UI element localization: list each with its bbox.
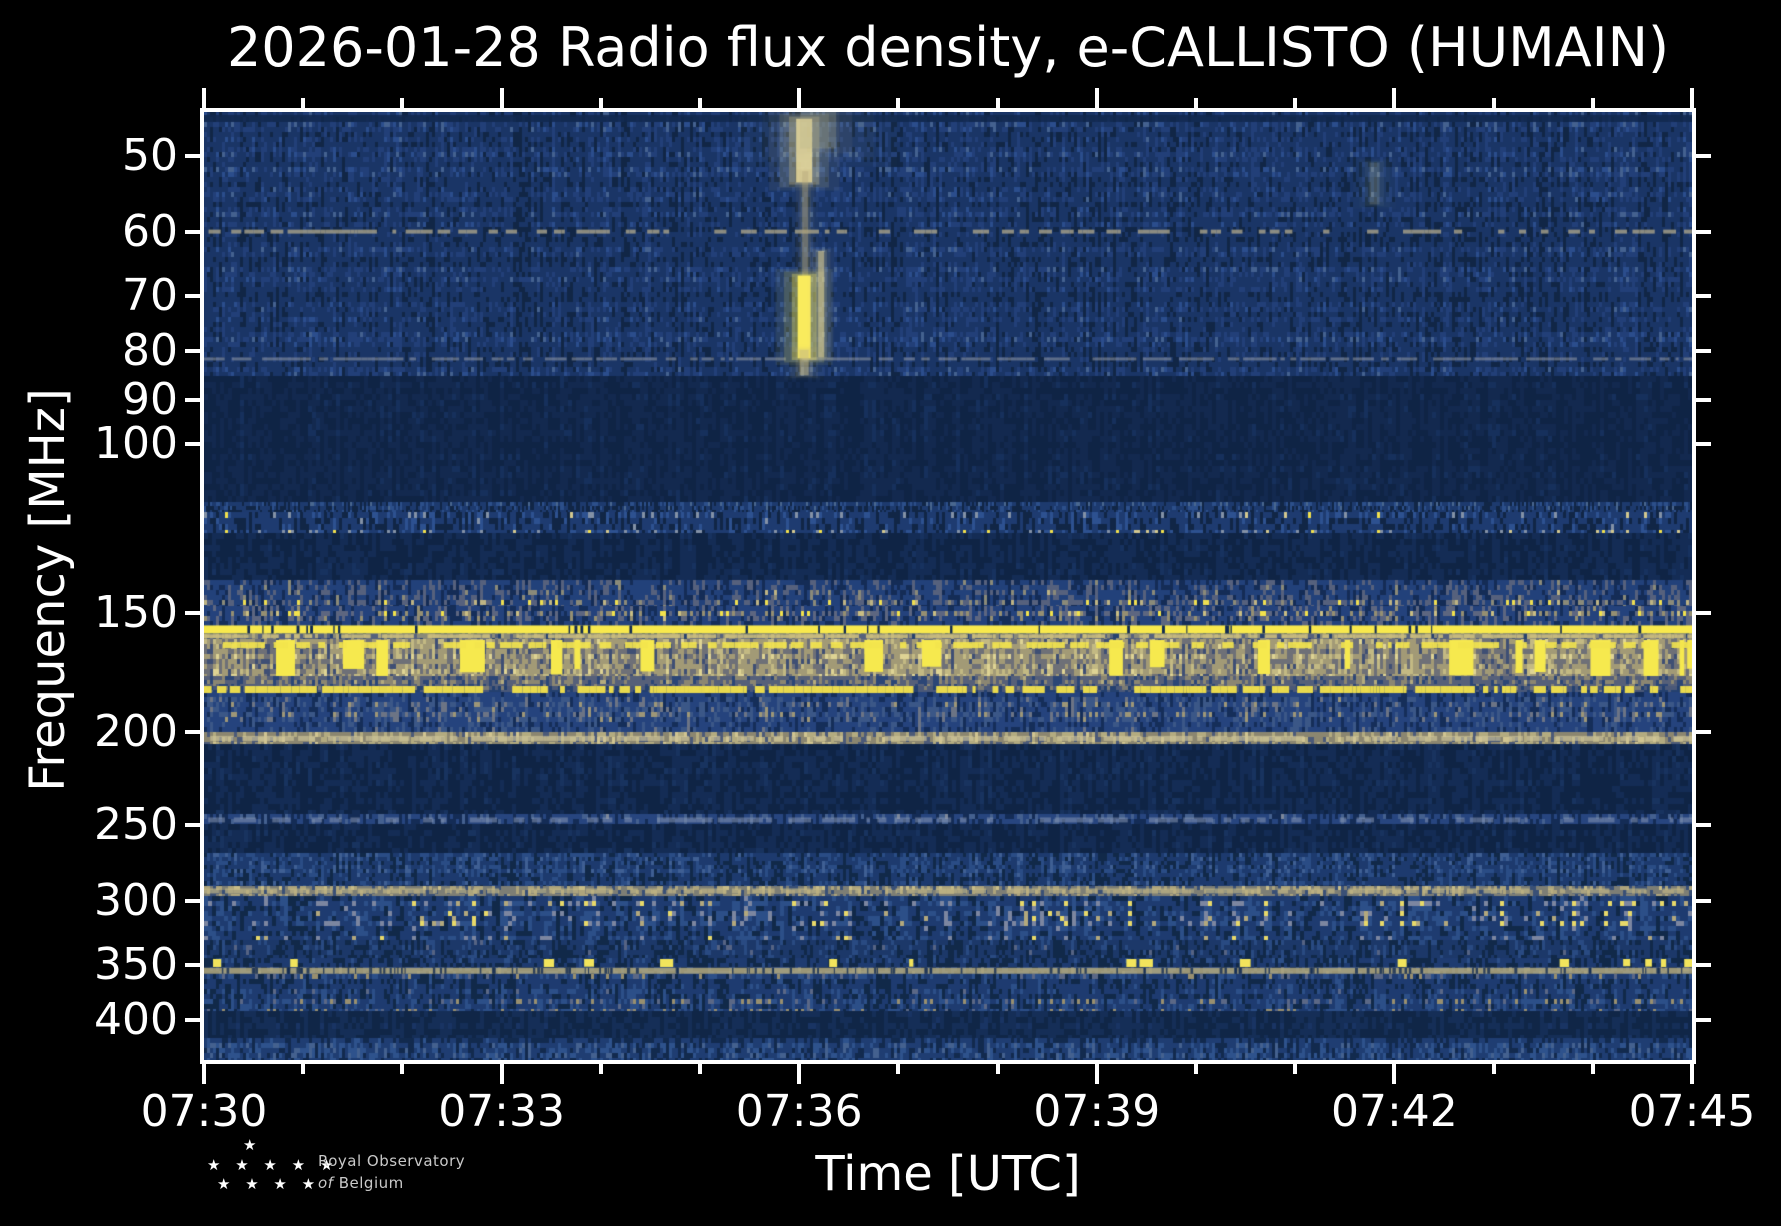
x-major-tick-bottom xyxy=(202,1064,206,1084)
y-tick-right xyxy=(1696,822,1711,827)
x-tick-label: 07:30 xyxy=(140,1086,268,1137)
rob-logo-of: of xyxy=(318,1174,334,1192)
x-major-tick-bottom xyxy=(1094,1064,1099,1084)
y-tick-label: 350 xyxy=(94,938,178,990)
y-tick-right xyxy=(1696,1018,1711,1023)
x-minor-tick-top xyxy=(1293,98,1298,108)
x-minor-tick-bottom xyxy=(698,1064,702,1074)
x-major-tick-top xyxy=(202,88,206,108)
y-tick-label: 50 xyxy=(122,129,178,181)
x-minor-tick-top xyxy=(995,98,1000,108)
x-minor-tick-top xyxy=(400,98,405,108)
x-minor-tick-bottom xyxy=(995,1064,1000,1074)
y-tick-left xyxy=(185,153,200,158)
rob-logo-country: Belgium xyxy=(338,1174,404,1192)
y-tick-right xyxy=(1696,229,1711,234)
x-minor-tick-bottom xyxy=(301,1064,306,1074)
x-minor-tick-top xyxy=(1491,98,1496,108)
x-tick-label: 07:42 xyxy=(1330,1086,1458,1137)
x-major-tick-top xyxy=(1094,88,1099,108)
y-tick-right xyxy=(1696,398,1711,403)
right-axis-spine xyxy=(1692,108,1696,1064)
x-minor-tick-bottom xyxy=(400,1064,405,1074)
rob-logo-stars-row1: ★ xyxy=(243,1136,262,1154)
y-tick-left xyxy=(185,441,200,446)
y-tick-left xyxy=(185,349,200,354)
y-tick-right xyxy=(1696,153,1711,158)
x-minor-tick-bottom xyxy=(1293,1064,1298,1074)
y-tick-left xyxy=(185,730,200,735)
x-minor-tick-bottom xyxy=(598,1064,603,1074)
y-tick-left xyxy=(185,822,200,827)
y-tick-left xyxy=(185,962,200,967)
x-minor-tick-bottom xyxy=(1590,1064,1595,1074)
rob-logo-stars-row2: ★ ★ ★ ★ ★ xyxy=(207,1156,339,1174)
x-minor-tick-bottom xyxy=(896,1064,901,1074)
x-minor-tick-bottom xyxy=(1194,1064,1198,1074)
y-tick-right xyxy=(1696,293,1711,298)
y-tick-left xyxy=(185,898,200,903)
rob-logo-text-line2: of Belgium xyxy=(318,1174,404,1192)
y-tick-left xyxy=(185,398,200,403)
x-major-tick-bottom xyxy=(499,1064,504,1084)
x-minor-tick-top xyxy=(698,98,702,108)
y-tick-right xyxy=(1696,730,1711,735)
y-tick-label: 400 xyxy=(94,994,178,1046)
x-major-tick-bottom xyxy=(1690,1064,1694,1084)
y-tick-left xyxy=(185,229,200,234)
rob-logo-stars-row3: ★ ★ ★ ★ xyxy=(217,1175,321,1193)
x-minor-tick-top xyxy=(896,98,901,108)
y-axis-label: Frequency [MHz] xyxy=(20,388,76,792)
y-tick-label: 60 xyxy=(122,205,178,257)
bottom-axis-spine xyxy=(200,1060,1696,1064)
y-tick-right xyxy=(1696,441,1711,446)
y-tick-right xyxy=(1696,610,1711,615)
x-tick-label: 07:45 xyxy=(1628,1086,1756,1137)
x-tick-label: 07:33 xyxy=(438,1086,565,1137)
x-minor-tick-top xyxy=(598,98,603,108)
x-minor-tick-top xyxy=(1590,98,1595,108)
y-tick-left xyxy=(185,293,200,298)
spectrogram-canvas xyxy=(204,112,1692,1060)
x-minor-tick-top xyxy=(1194,98,1198,108)
y-tick-right xyxy=(1696,349,1711,354)
rob-logo-text-line1: Royal Observatory xyxy=(318,1152,466,1170)
y-tick-right xyxy=(1696,898,1711,903)
x-tick-label: 07:39 xyxy=(1033,1086,1161,1137)
y-tick-left xyxy=(185,1018,200,1023)
x-minor-tick-top xyxy=(301,98,306,108)
x-major-tick-top xyxy=(1392,88,1397,108)
x-major-tick-top xyxy=(797,88,802,108)
y-tick-right xyxy=(1696,962,1711,967)
y-tick-left xyxy=(185,610,200,615)
x-minor-tick-bottom xyxy=(1491,1064,1496,1074)
page-title: 2026-01-28 Radio flux density, e-CALLIST… xyxy=(226,16,1670,79)
x-major-tick-bottom xyxy=(797,1064,802,1084)
x-major-tick-bottom xyxy=(1392,1064,1397,1084)
x-major-tick-top xyxy=(499,88,504,108)
x-major-tick-top xyxy=(1690,88,1694,108)
x-tick-label: 07:36 xyxy=(735,1086,863,1137)
x-axis-label: Time [UTC] xyxy=(815,1146,1081,1202)
